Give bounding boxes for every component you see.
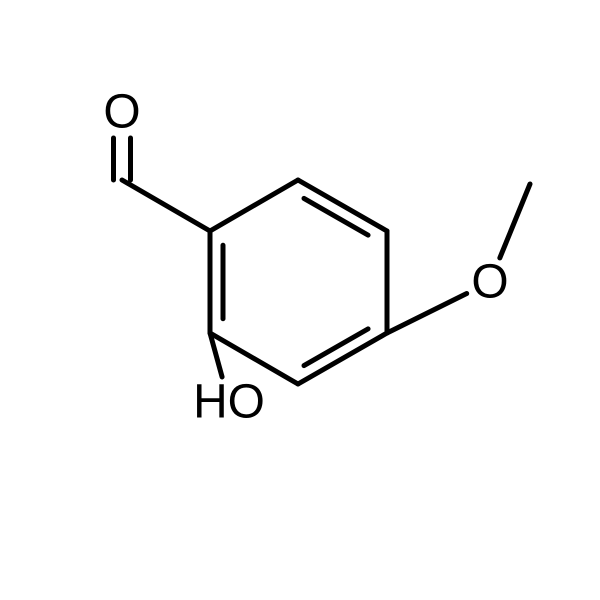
molecule-canvas: O HO O xyxy=(0,0,600,600)
atom-label-OH: HO xyxy=(193,376,265,429)
atom-label-O_eth: O xyxy=(471,256,508,309)
atom-label-O_ald: O xyxy=(103,86,140,139)
